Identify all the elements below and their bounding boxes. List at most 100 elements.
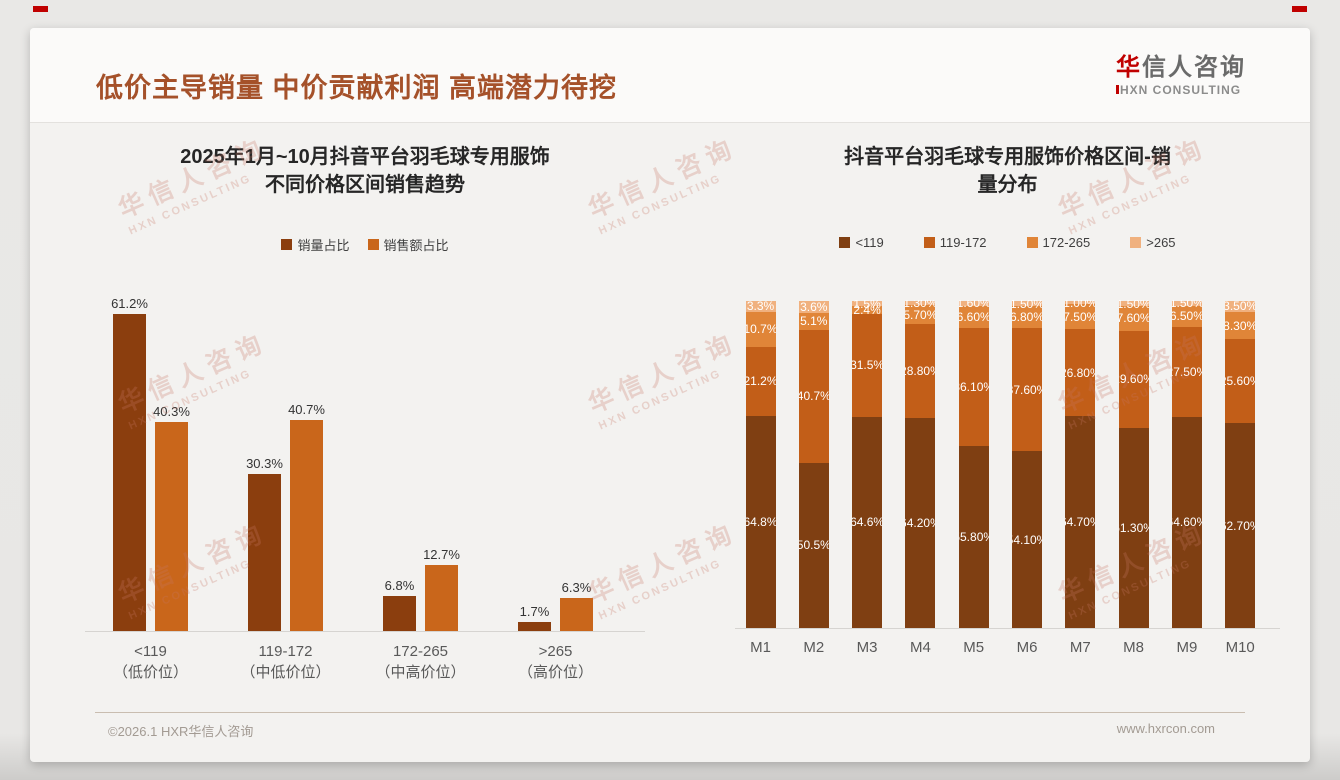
segment-value-label: 2.4% (853, 302, 881, 317)
legend-swatch-icon (1130, 237, 1142, 248)
category-label-line2: （中低价位） (240, 664, 331, 681)
bar-segment->265 (798, 301, 829, 314)
logo-accent-char: 华 (1116, 54, 1142, 81)
bar-segment-<119 (1225, 423, 1256, 628)
segment-value-label: 10.7% (745, 322, 776, 337)
bar-segment-<119 (905, 418, 936, 628)
segment-value-label: 5.1% (800, 314, 828, 329)
segment-value-label: 64.70% (1065, 515, 1095, 530)
segment-value-label: 6.60% (958, 309, 989, 324)
bar-segment-<119 (1012, 451, 1042, 628)
bar-segment-119-172 (1012, 328, 1042, 452)
bar-segment-119-172 (745, 346, 776, 417)
segment-value-label: 64.8% (745, 515, 776, 530)
segment-value-label: 26.80% (1065, 365, 1095, 380)
chart-title-line: 抖音平台羽毛球专用服饰价格区间-销 (844, 146, 1171, 168)
segment-value-label: 1.60% (958, 300, 989, 311)
bar-value-label: 1.7% (519, 604, 550, 619)
chart-title: 2025年1月~10月抖音平台羽毛球专用服饰 不同价格区间销售趋势 (85, 143, 645, 199)
month-axis-label: M9 (1176, 639, 1198, 656)
bar-segment->265 (1012, 301, 1042, 306)
bar-segment-172-265 (905, 305, 936, 324)
legend-swatch-icon (1026, 237, 1038, 248)
segment-value-label: 40.7% (798, 389, 829, 404)
company-logo: 华信人咨询 HXN CONSULTING (1116, 54, 1246, 97)
bar-segment->265 (1118, 301, 1149, 306)
stacked-bar-M10: 62.70% 25.60% 8.30% 3.50% (1225, 300, 1256, 628)
segment-value-label: 64.6% (852, 515, 883, 530)
corner-accent-left (33, 6, 48, 12)
legend-item: 172-265 (1026, 235, 1091, 250)
segment-value-label: 55.80% (959, 529, 989, 544)
bar-segment-172-265 (798, 313, 829, 330)
legend-swatch-icon (281, 239, 293, 250)
bar-segment-119-172 (1171, 326, 1202, 417)
bar-销量占比 (383, 596, 416, 631)
month-axis-label: M8 (1123, 639, 1145, 656)
segment-value-label: 3.50% (1225, 300, 1256, 314)
bar-value-label: 6.3% (561, 580, 592, 595)
bar-segment->265 (1171, 300, 1202, 306)
segment-value-label: 64.60% (1172, 515, 1202, 530)
bar-segment-<119 (798, 462, 829, 628)
bar-销售额占比 (290, 420, 323, 631)
bar-segment-119-172 (1225, 339, 1256, 423)
month-axis-label: M10 (1225, 639, 1255, 656)
legend-label: 119-172 (939, 235, 987, 250)
legend-item: 119-172 (923, 235, 987, 250)
month-axis-label: M5 (963, 639, 985, 656)
bar-segment-<119 (852, 416, 883, 628)
bar-segment->265 (745, 301, 776, 312)
segment-value-label: 29.60% (1119, 372, 1149, 387)
corner-accent-right (1292, 6, 1307, 12)
category-label: >265 （高价位） (488, 641, 623, 683)
month-axis-label: M4 (909, 639, 931, 656)
chart-legend: <119 119-172 172-265 >265 (735, 235, 1280, 250)
stacked-bar-M9: 64.60% 27.50% 6.50%1.50% (1171, 300, 1202, 628)
bar-segment->265 (1065, 301, 1096, 305)
legend-label: >265 (1146, 235, 1176, 250)
bar-segment-172-265 (745, 311, 776, 347)
segment-value-label: 7.60% (1118, 311, 1149, 326)
segment-value-label: 5.70% (905, 307, 936, 322)
bar-销量占比 (113, 314, 146, 631)
bar-销售额占比 (560, 598, 593, 631)
bar-value-label: 6.8% (384, 578, 415, 593)
segment-value-label: 7.50% (1065, 309, 1096, 324)
bar-segment-119-172 (905, 323, 936, 419)
category-label: 119-172 （中低价位） (218, 641, 353, 683)
legend-swatch-icon (839, 237, 851, 248)
stacked-bar-M1: 64.8% 21.2% 10.7% 3.3% (745, 300, 776, 628)
segment-value-label: 3.6% (800, 300, 828, 315)
segment-value-label: 1.50% (1118, 300, 1149, 311)
segment-value-label: 54.10% (1012, 532, 1042, 547)
stacked-bar-M2: 50.5% 40.7% 5.1% 3.6% (798, 300, 829, 628)
legend-item: 销量占比 (281, 235, 350, 254)
category-label-line2: （低价位） (112, 664, 188, 681)
logo-english: HXN CONSULTING (1116, 83, 1246, 97)
bar-segment-172-265 (1065, 304, 1096, 329)
segment-value-label: 8.30% (1225, 318, 1256, 333)
category-label: <119 （低价位） (83, 641, 218, 683)
bar-value-label: 61.2% (111, 296, 148, 311)
segment-value-label: 64.20% (905, 516, 935, 530)
legend-label: 172-265 (1042, 235, 1091, 250)
segment-value-label: 21.2% (745, 374, 776, 389)
legend-item: >265 (1130, 235, 1176, 250)
footer-copyright: ©2026.1 HXR华信人咨询 (108, 724, 254, 739)
footer-website: www.hxrcon.com (1116, 721, 1215, 736)
bar-segment->265 (905, 301, 936, 306)
bar-segment-172-265 (1012, 305, 1042, 329)
bar-plot: 61.2% 40.3% <119 （低价位） 30.3% 40.7% 119-172 （中低价… (85, 296, 645, 681)
chart-title-line: 2025年1月~10月抖音平台羽毛球专用服饰 (180, 146, 550, 168)
stacked-bar-M4: 64.20% 28.80% 5.70%1.30% (905, 300, 936, 628)
stacked-bar-M3: 64.6% 31.5% 2.4% 1.5% (852, 300, 883, 628)
bar-segment-<119 (958, 445, 989, 628)
stacked-bar-M5: 55.80% 36.10% 6.60%1.60% (958, 300, 989, 628)
chart-title-line: 不同价格区间销售趋势 (265, 174, 465, 196)
legend-item: <119 (839, 235, 884, 250)
footer-divider (95, 712, 1245, 713)
chart-title: 抖音平台羽毛球专用服饰价格区间-销 量分布 (735, 143, 1280, 199)
chart-legend: 销量占比 销售额占比 (85, 235, 645, 254)
bar-segment->265 (1225, 300, 1256, 313)
